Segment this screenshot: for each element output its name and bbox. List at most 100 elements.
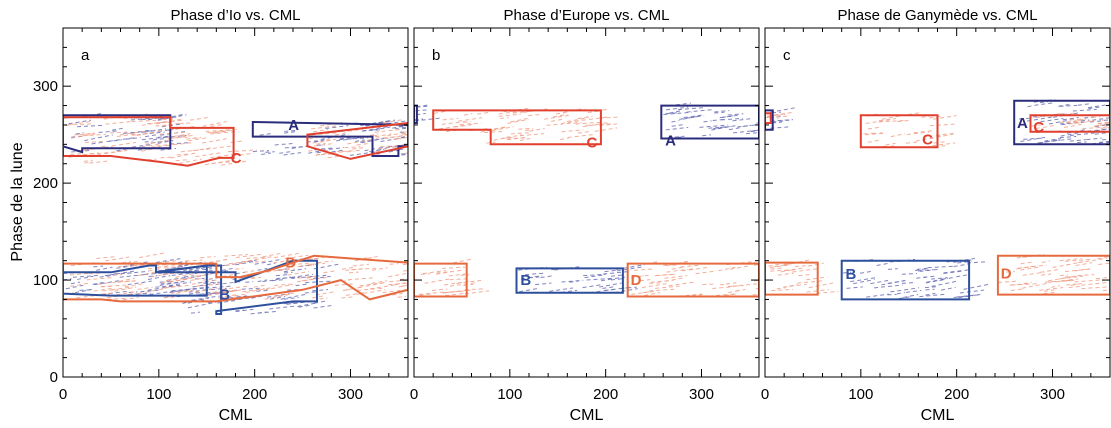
dash-mark — [616, 264, 645, 270]
dash-mark — [112, 274, 123, 276]
dash-mark — [75, 132, 84, 135]
dash-mark — [717, 125, 737, 130]
dash-mark — [929, 133, 954, 140]
dash-mark — [192, 136, 202, 139]
dash-mark — [458, 117, 483, 122]
dash-mark — [375, 135, 404, 139]
dash-mark — [610, 277, 626, 281]
dash-mark — [397, 295, 406, 298]
dash-mark — [1080, 119, 1090, 122]
dash-mark — [171, 289, 190, 294]
dash-mark — [331, 149, 344, 153]
dash-mark — [283, 268, 307, 273]
dash-mark — [196, 292, 224, 296]
x-tick-label: 300 — [1040, 386, 1065, 403]
region-outline-c — [306, 121, 408, 160]
dash-mark — [189, 275, 201, 279]
dash-mark — [267, 262, 276, 266]
dash-mark — [584, 274, 604, 279]
dash-mark — [210, 124, 223, 127]
dash-mark — [403, 269, 408, 272]
dash-layer — [63, 112, 408, 315]
dash-mark — [65, 284, 84, 290]
dash-mark — [1043, 291, 1057, 295]
dash-mark — [298, 275, 320, 279]
dash-mark — [523, 108, 548, 113]
dash-mark — [677, 107, 704, 111]
dash-mark — [671, 123, 686, 127]
dash-mark — [635, 274, 644, 278]
panel-title: Phase d’Io vs. CML — [170, 7, 300, 24]
dash-mark — [247, 259, 257, 263]
dash-mark — [519, 133, 545, 137]
dash-mark — [604, 286, 631, 291]
dash-mark — [182, 300, 196, 304]
dash-mark — [175, 159, 188, 162]
dash-mark — [1070, 132, 1095, 137]
dash-mark — [156, 118, 184, 125]
dash-mark — [463, 283, 474, 287]
dash-mark — [306, 257, 321, 260]
dash-mark — [116, 148, 127, 152]
dash-mark — [141, 118, 151, 121]
dash-mark — [935, 132, 955, 136]
dash-mark — [997, 280, 1020, 284]
dash-mark — [275, 276, 292, 281]
dash-mark — [372, 119, 396, 124]
dash-mark — [725, 282, 737, 285]
dash-mark — [419, 293, 432, 296]
dash-mark — [863, 132, 878, 135]
dash-mark — [228, 260, 253, 265]
x-tick-label: 200 — [944, 386, 969, 403]
dash-mark — [179, 158, 202, 164]
dash-mark — [358, 282, 384, 289]
dash-mark — [769, 106, 797, 113]
dash-mark — [500, 117, 509, 120]
dash-mark — [546, 123, 563, 126]
dash-mark — [703, 120, 712, 123]
dash-mark — [1051, 285, 1060, 288]
dash-mark — [603, 270, 631, 275]
dash-mark — [369, 133, 379, 136]
dash-mark — [277, 268, 287, 271]
dash-mark — [1048, 276, 1074, 282]
dash-mark — [1098, 262, 1110, 265]
dash-mark — [1022, 271, 1045, 276]
dash-mark — [512, 110, 531, 114]
y-tick-label: 0 — [50, 369, 58, 386]
dash-mark — [1065, 118, 1086, 124]
dash-mark — [200, 255, 216, 259]
dash-mark — [254, 260, 268, 263]
dash-mark — [771, 288, 794, 292]
dash-mark — [160, 156, 173, 159]
dash-mark — [377, 148, 387, 151]
dash-mark — [111, 141, 137, 147]
dash-mark — [735, 288, 746, 292]
dash-mark — [116, 290, 138, 296]
dash-mark — [807, 262, 824, 267]
dash-mark — [436, 269, 464, 275]
dash-mark — [728, 289, 742, 294]
dash-mark — [668, 281, 694, 287]
dash-mark — [266, 267, 290, 273]
dash-mark — [1097, 122, 1110, 127]
dash-mark — [1043, 289, 1055, 292]
dash-mark — [96, 151, 114, 155]
dash-mark — [402, 263, 408, 266]
dash-mark — [392, 125, 408, 129]
dash-mark — [853, 278, 875, 285]
dash-mark — [106, 139, 122, 143]
dash-mark — [144, 140, 153, 143]
region-label-d: D — [1001, 265, 1012, 282]
panel-title: Phase d’Europe vs. CML — [504, 7, 670, 24]
dash-mark — [112, 277, 136, 284]
dash-mark — [631, 274, 649, 279]
dash-mark — [671, 120, 680, 123]
dash-mark — [1081, 286, 1109, 290]
dash-mark — [641, 283, 668, 288]
dash-mark — [1074, 279, 1101, 283]
dash-mark — [1060, 132, 1079, 137]
dash-mark — [275, 274, 288, 277]
dash-mark — [519, 137, 531, 141]
